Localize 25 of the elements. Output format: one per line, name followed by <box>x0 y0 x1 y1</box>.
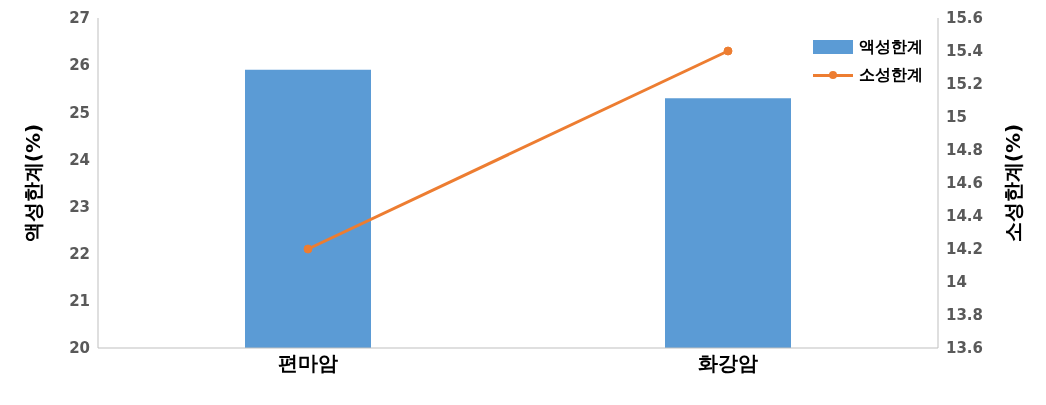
y2-tick-label: 15.6 <box>946 9 984 28</box>
y-tick-label: 24 <box>69 150 90 169</box>
y-tick-label: 25 <box>69 103 90 122</box>
y2-tick-label: 14 <box>946 273 967 292</box>
y2-tick-label: 14.8 <box>946 141 984 160</box>
y-tick-label: 21 <box>69 292 90 311</box>
y2-tick-label: 13.6 <box>946 339 984 358</box>
legend-label: 액성한계 <box>859 36 923 58</box>
y2-tick-label: 14.4 <box>946 207 984 226</box>
y2-tick-label: 13.8 <box>946 306 984 325</box>
x-tick-label: 편마암 <box>278 351 338 376</box>
y-tick-label: 20 <box>69 339 90 358</box>
y-axis-title: 액성한계(%) <box>21 123 46 243</box>
y2-tick-label: 14.6 <box>946 174 984 193</box>
x-tick-label: 화강암 <box>698 351 758 376</box>
y-tick-label: 22 <box>69 245 90 264</box>
legend-label: 소성한계 <box>859 64 923 86</box>
y2-axis-title: 소성한계(%) <box>1001 123 1026 243</box>
y-tick-label: 26 <box>69 56 90 75</box>
y-tick-label: 27 <box>69 9 90 28</box>
y-tick-label: 23 <box>69 197 90 216</box>
y2-tick-label: 14.2 <box>946 240 984 259</box>
y2-tick-label: 15.2 <box>946 75 984 94</box>
y2-tick-label: 15.4 <box>946 42 984 61</box>
y2-tick-label: 15 <box>946 108 967 127</box>
